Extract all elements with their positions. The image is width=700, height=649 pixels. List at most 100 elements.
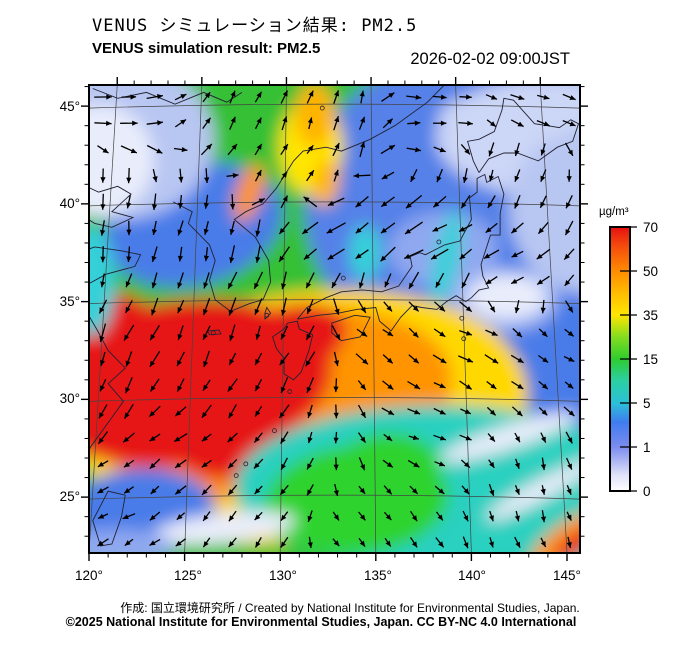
pm25-concentration-field bbox=[89, 85, 580, 553]
wind-arrow bbox=[97, 486, 109, 494]
wind-arrow bbox=[100, 246, 106, 263]
wind-arrow bbox=[176, 512, 186, 521]
wind-arrow bbox=[540, 143, 546, 156]
wind-arrow bbox=[408, 435, 419, 440]
wind-arrow bbox=[432, 354, 447, 364]
wind-arrow bbox=[408, 301, 420, 312]
wind-arrow bbox=[538, 407, 548, 416]
wind-arrow bbox=[279, 352, 290, 366]
lon-axis-label: 130° bbox=[269, 568, 297, 583]
wind-arrow bbox=[538, 328, 548, 338]
wind-arrow bbox=[511, 250, 524, 258]
wind-arrow bbox=[358, 457, 366, 471]
wind-arrow bbox=[487, 300, 496, 313]
wind-arrow bbox=[407, 459, 420, 468]
coastline-honshu bbox=[297, 173, 505, 332]
wind-arrow bbox=[254, 378, 263, 392]
wind-arrow bbox=[333, 115, 340, 131]
wind-arrow bbox=[382, 354, 394, 364]
wind-arrow bbox=[203, 350, 210, 368]
island-outline bbox=[340, 275, 346, 281]
wind-arrow bbox=[97, 513, 109, 520]
wind-arrow bbox=[333, 483, 339, 497]
wind-arrow bbox=[94, 94, 112, 100]
wind-arrow bbox=[383, 433, 393, 442]
wind-arrow bbox=[410, 169, 418, 183]
wind-arrow bbox=[536, 275, 550, 286]
wind-arrow bbox=[353, 173, 371, 179]
wind-arrow bbox=[537, 221, 549, 235]
wind-arrow bbox=[486, 119, 497, 128]
wind-arrow bbox=[355, 222, 369, 234]
wind-arrow bbox=[280, 511, 289, 522]
wind-arrow bbox=[227, 378, 238, 392]
wind-arrow bbox=[462, 168, 468, 184]
wind-arrow bbox=[565, 300, 574, 313]
wind-arrow bbox=[146, 144, 163, 154]
wind-arrow bbox=[303, 248, 317, 260]
wind-arrow bbox=[382, 380, 394, 391]
lon-axis-label: 120° bbox=[75, 568, 103, 583]
wind-arrow bbox=[202, 297, 211, 316]
wind-arrow bbox=[540, 432, 547, 443]
wind-arrow bbox=[510, 354, 524, 364]
wind-arrow bbox=[280, 536, 289, 548]
wind-arrow bbox=[126, 167, 132, 184]
wind-arrow bbox=[383, 485, 393, 495]
wind-arrow bbox=[281, 116, 288, 131]
wind-arrow bbox=[151, 246, 158, 263]
wind-arrow bbox=[98, 299, 108, 314]
wind-arrow bbox=[201, 433, 212, 442]
wind-arrow bbox=[333, 169, 339, 182]
wind-arrow bbox=[514, 536, 521, 548]
wind-arrow bbox=[333, 351, 339, 367]
wind-arrow bbox=[151, 297, 159, 316]
wind-arrow bbox=[306, 377, 315, 394]
wind-arrow bbox=[301, 221, 319, 235]
wind-arrow bbox=[511, 380, 524, 390]
wind-arrow bbox=[486, 380, 497, 390]
wind-arrow bbox=[280, 195, 289, 209]
wind-arrow bbox=[227, 271, 238, 290]
lat-axis-label: 35° bbox=[60, 294, 80, 309]
wind-arrow bbox=[174, 118, 187, 128]
lon-axis-label: 125° bbox=[174, 568, 202, 583]
wind-arrow bbox=[202, 117, 212, 129]
wind-arrow bbox=[228, 404, 237, 419]
wind-arrow bbox=[381, 407, 395, 416]
wind-arrow bbox=[254, 352, 263, 366]
wind-arrow bbox=[562, 119, 576, 127]
wind-arrow bbox=[487, 195, 496, 209]
wind-arrow bbox=[255, 245, 261, 263]
wind-arrow bbox=[281, 271, 287, 290]
wind-arrow bbox=[514, 142, 520, 157]
wind-arrow bbox=[226, 173, 239, 179]
wind-arrow bbox=[100, 273, 106, 288]
wind-arrow bbox=[433, 328, 446, 338]
wind-arrow bbox=[177, 272, 184, 289]
wind-arrow bbox=[355, 195, 369, 208]
wind-arrow bbox=[357, 299, 367, 314]
wind-arrow bbox=[229, 90, 236, 104]
credit-line: 作成: 国立環境研究所 / Created by National Instit… bbox=[120, 601, 580, 615]
wind-arrow bbox=[327, 197, 345, 207]
wind-arrow bbox=[120, 120, 138, 126]
wind-arrow bbox=[358, 485, 366, 495]
wind-arrow bbox=[123, 459, 135, 468]
wind-arrow bbox=[540, 299, 546, 314]
coastline-kyushu bbox=[272, 320, 314, 381]
wind-arrow bbox=[151, 272, 158, 289]
wind-arrow bbox=[280, 90, 289, 104]
wind-arrow bbox=[383, 301, 393, 312]
wind-arrow bbox=[566, 169, 572, 182]
wind-vectors bbox=[94, 90, 576, 549]
wind-arrow bbox=[462, 536, 469, 549]
wind-arrow bbox=[305, 351, 316, 367]
lat-axis-label: 25° bbox=[60, 489, 80, 504]
wind-arrow bbox=[563, 355, 575, 363]
wind-arrow bbox=[98, 404, 108, 419]
wind-arrow bbox=[433, 120, 447, 126]
wind-arrow bbox=[514, 458, 520, 470]
wind-arrow bbox=[333, 404, 339, 419]
wind-arrow bbox=[255, 325, 261, 340]
